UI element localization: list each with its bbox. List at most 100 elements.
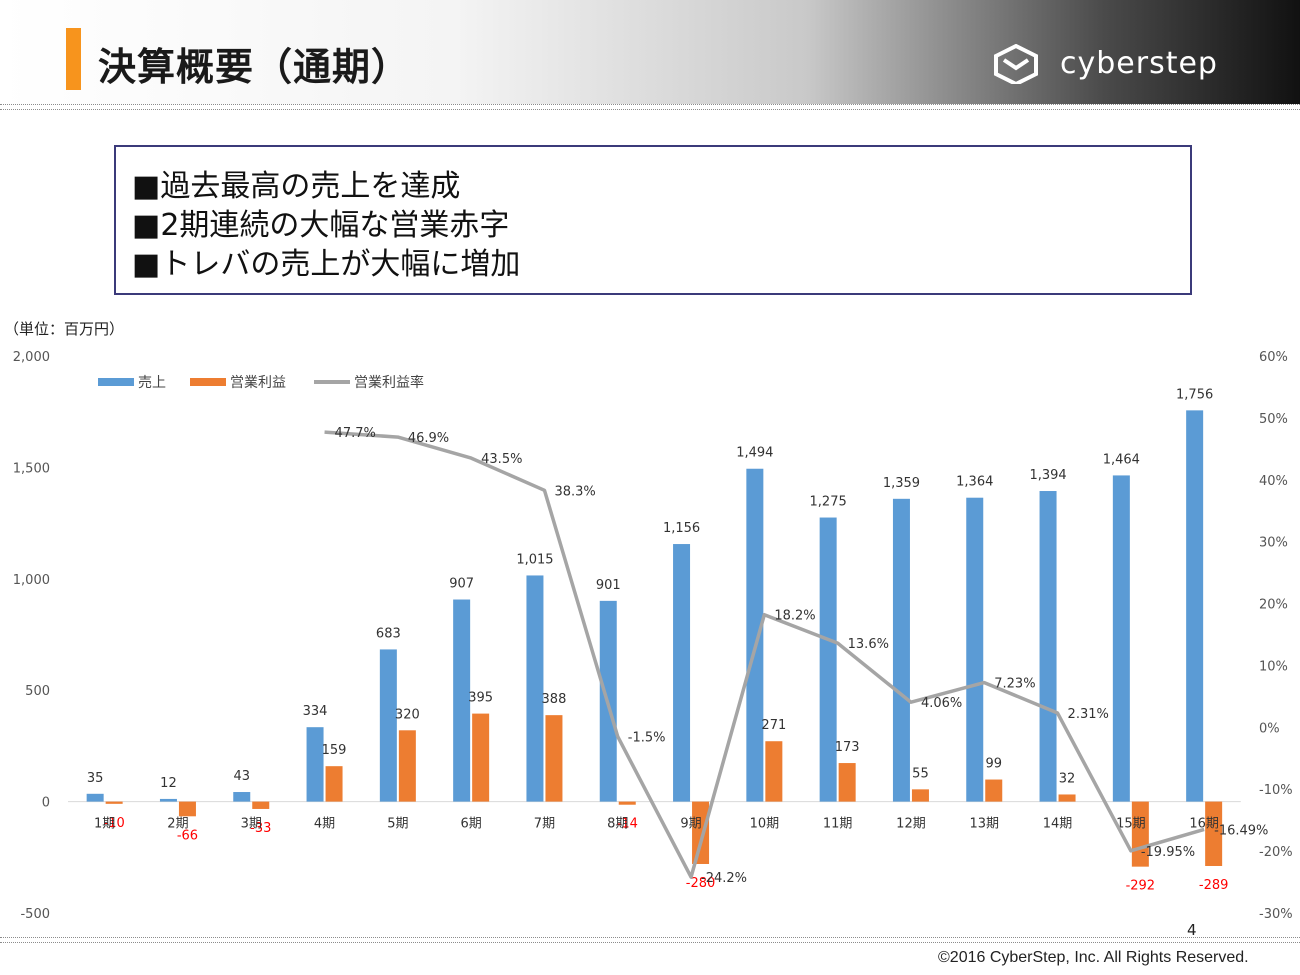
summary-box: ■過去最高の売上を達成 ■2期連続の大幅な営業赤字 ■トレバの売上が大幅に増加 (114, 145, 1192, 295)
sales-operating-profit-chart: -500 0 500 1,000 1,500 2,000 -30% -20% -10% 0% 10%… (13, 350, 1293, 922)
category-tick-label: 15期 (1116, 817, 1146, 832)
page-number: 4 (1187, 921, 1197, 939)
operating-profit-data-label: -280 (686, 876, 716, 891)
category-tick-label: 13期 (969, 817, 999, 832)
operating-profit-data-label: 32 (1059, 771, 1076, 786)
summary-line: ■2期連続の大幅な営業赤字 (132, 208, 510, 243)
operating-profit-bar (1205, 801, 1223, 866)
page-title: 決算概要（通期） (98, 45, 411, 89)
sales-data-label: 1,359 (883, 476, 920, 491)
legend-operating-profit-swatch (190, 378, 226, 386)
operating-profit-bar (765, 741, 783, 802)
category-tick-label: 6期 (461, 817, 482, 832)
operating-profit-data-label: 173 (835, 740, 860, 755)
sales-data-label: 683 (376, 626, 401, 641)
operating-profit-data-label: -10 (104, 816, 125, 831)
operating-profit-bar (105, 801, 123, 804)
sales-data-label: 334 (303, 704, 328, 719)
right-axis-tick-label: 20% (1259, 598, 1288, 613)
operating-profit-data-label: 55 (912, 766, 929, 781)
left-axis-tick-label: 2,000 (13, 350, 50, 365)
category-tick-label: 14期 (1043, 817, 1073, 832)
right-axis-tick-label: 50% (1259, 412, 1288, 427)
operating-profit-bar (398, 730, 416, 802)
sales-bar (819, 517, 837, 802)
operating-margin-data-label: -16.49% (1214, 823, 1268, 838)
operating-margin-data-label: 2.31% (1068, 707, 1109, 722)
sales-data-label: 1,275 (810, 495, 847, 510)
sales-bar (306, 727, 324, 802)
operating-profit-data-label: 320 (395, 707, 420, 722)
category-tick-label: 9期 (680, 817, 701, 832)
left-axis-tick-label: 1,500 (13, 461, 50, 476)
operating-profit-bar (252, 801, 270, 809)
operating-profit-bar (911, 789, 929, 802)
cyberstep-logo-icon (994, 44, 1038, 84)
left-axis-tick-label: 0 (42, 796, 50, 811)
right-axis-tick-label: -20% (1259, 845, 1293, 860)
left-axis-tick-label: 1,000 (13, 573, 50, 588)
category-tick-label: 1期 (94, 817, 115, 832)
sales-bar (86, 793, 104, 802)
operating-margin-data-label: -19.95% (1141, 845, 1195, 860)
operating-margin-data-label: 7.23% (994, 677, 1035, 692)
operating-profit-bar (178, 801, 196, 817)
sales-data-label: 43 (233, 769, 250, 784)
operating-margin-data-label: -24.2% (701, 871, 747, 886)
operating-profit-bar (692, 801, 710, 864)
category-tick-label: 5期 (387, 817, 408, 832)
operating-margin-data-label: 43.5% (481, 452, 522, 467)
sales-data-label: 1,364 (956, 475, 993, 490)
sales-bar (966, 497, 984, 802)
sales-data-label: 907 (449, 577, 474, 592)
header-bar: 決算概要（通期） cyberstep (0, 0, 1300, 104)
sales-bar (1112, 475, 1130, 802)
right-axis-tick-label: 0% (1259, 721, 1280, 736)
unit-label: （単位：百万円） (4, 320, 125, 338)
operating-profit-data-label: -289 (1199, 878, 1229, 893)
category-tick-label: 2期 (167, 817, 188, 832)
left-axis-tick-label: -500 (20, 907, 50, 922)
operating-margin-data-label: -1.5% (628, 731, 666, 746)
summary-line: ■トレバの売上が大幅に増加 (132, 247, 521, 282)
sales-bar (673, 544, 691, 802)
category-tick-label: 16期 (1189, 817, 1219, 832)
operating-margin-data-label: 4.06% (921, 696, 962, 711)
operating-profit-bar (472, 713, 490, 802)
operating-margin-line (324, 430, 1205, 879)
operating-profit-data-label: 395 (468, 691, 493, 706)
right-axis-tick-label: -10% (1259, 783, 1293, 798)
copyright-text: ©2016 CyberStep, Inc. All Rights Reserve… (938, 949, 1249, 966)
operating-profit-data-label: -292 (1126, 879, 1156, 894)
operating-profit-bar (985, 779, 1003, 802)
legend-sales-swatch (98, 378, 134, 386)
sales-bar (233, 792, 251, 802)
operating-profit-bar (1058, 794, 1076, 802)
operating-profit-data-label: -66 (177, 828, 198, 843)
sales-bar (526, 575, 544, 802)
operating-margin-data-label: 38.3% (554, 484, 595, 499)
operating-profit-data-label: 271 (761, 718, 786, 733)
operating-margin-data-label: 13.6% (848, 637, 889, 652)
category-tick-label: 3期 (241, 817, 262, 832)
logo-text: cyberstep (1060, 46, 1218, 81)
sales-data-label: 35 (87, 771, 104, 786)
sales-data-label: 901 (596, 578, 621, 593)
sales-data-label: 1,015 (516, 552, 553, 567)
operating-profit-data-label: 99 (985, 757, 1002, 772)
sales-data-label: 1,494 (736, 446, 773, 461)
header-divider (0, 104, 1300, 110)
operating-profit-bar (325, 766, 343, 802)
category-tick-label: 12期 (896, 817, 926, 832)
category-tick-label: 7期 (534, 817, 555, 832)
category-tick-label: 10期 (750, 817, 780, 832)
operating-profit-bar (618, 801, 636, 805)
operating-profit-data-label: 159 (322, 743, 347, 758)
sales-data-label: 12 (160, 776, 177, 791)
sales-bar (746, 468, 764, 802)
operating-profit-data-label: 388 (542, 692, 567, 707)
sales-bar (1186, 410, 1204, 802)
legend-sales-label: 売上 (138, 375, 166, 391)
operating-profit-bar (838, 763, 856, 802)
right-axis-tick-label: -30% (1259, 907, 1293, 922)
